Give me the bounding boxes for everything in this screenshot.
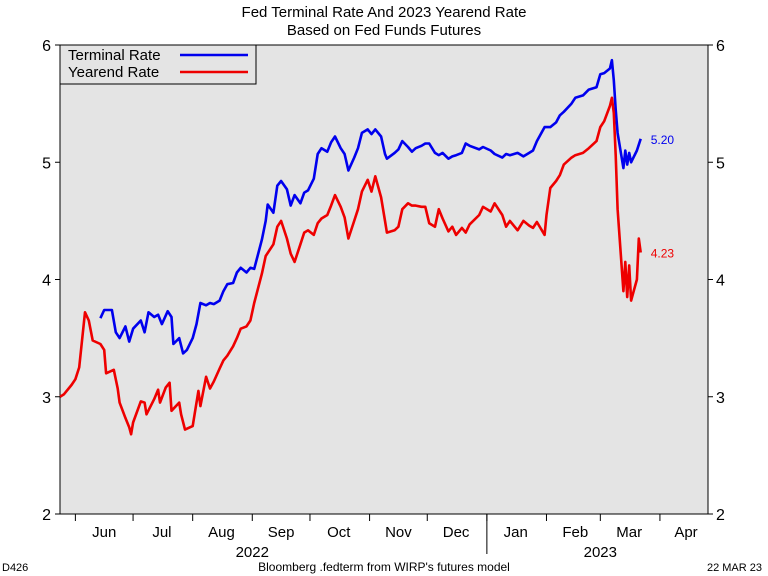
year-label: 2022 — [236, 544, 269, 561]
y-tick-label-right: 4 — [716, 273, 725, 290]
chart-code: D426 — [2, 562, 29, 574]
x-tick-label: Jun — [92, 524, 116, 541]
axes-layer: 2 2 3 3 4 4 5 5 6 6 Jun Jul Aug Sep Oct Nov Dec Jan Feb Mar… — [42, 38, 725, 561]
x-tick-label: Jul — [152, 524, 171, 541]
x-tick-label: Jan — [504, 524, 528, 541]
legend-label: Terminal Rate — [68, 47, 161, 64]
yearend-rate-end-label: 4.23 — [651, 247, 675, 261]
y-tick-label-right: 2 — [716, 507, 725, 524]
x-tick-label: Aug — [208, 524, 235, 541]
x-tick-label: Dec — [443, 524, 470, 541]
y-tick-label-left: 2 — [42, 507, 51, 524]
yearend-rate-line — [59, 96, 642, 436]
plot-area — [59, 44, 709, 515]
x-tick-label: Feb — [562, 524, 588, 541]
legend-box — [59, 44, 257, 85]
y-tick-label-left: 4 — [42, 273, 51, 290]
y-tick-label-left: 5 — [42, 155, 51, 172]
y-tick-label-left: 3 — [42, 390, 51, 407]
x-tick-label: Sep — [268, 524, 295, 541]
chart-subtitle: Based on Fed Funds Futures — [286, 22, 482, 39]
chart-date: 22 MAR 23 — [706, 562, 762, 574]
source-note: Bloomberg .fedterm from WIRP's futures m… — [258, 560, 510, 574]
year-label: 2023 — [584, 544, 617, 561]
y-tick-label-right: 6 — [716, 38, 725, 55]
y-tick-label-right: 3 — [716, 390, 725, 407]
x-tick-label: Nov — [385, 524, 412, 541]
legend-label: Yearend Rate — [68, 64, 159, 81]
x-tick-label: Mar — [616, 524, 642, 541]
x-tick-label: Apr — [674, 524, 697, 541]
x-tick-label: Oct — [327, 524, 351, 541]
series-layer: 5.20 4.23 — [59, 58, 675, 436]
terminal-rate-line — [99, 58, 642, 355]
chart-title: Fed Terminal Rate And 2023 Yearend Rate — [241, 4, 527, 21]
terminal-rate-end-label: 5.20 — [651, 133, 675, 147]
y-tick-label-left: 6 — [42, 38, 51, 55]
y-tick-label-right: 5 — [716, 155, 725, 172]
